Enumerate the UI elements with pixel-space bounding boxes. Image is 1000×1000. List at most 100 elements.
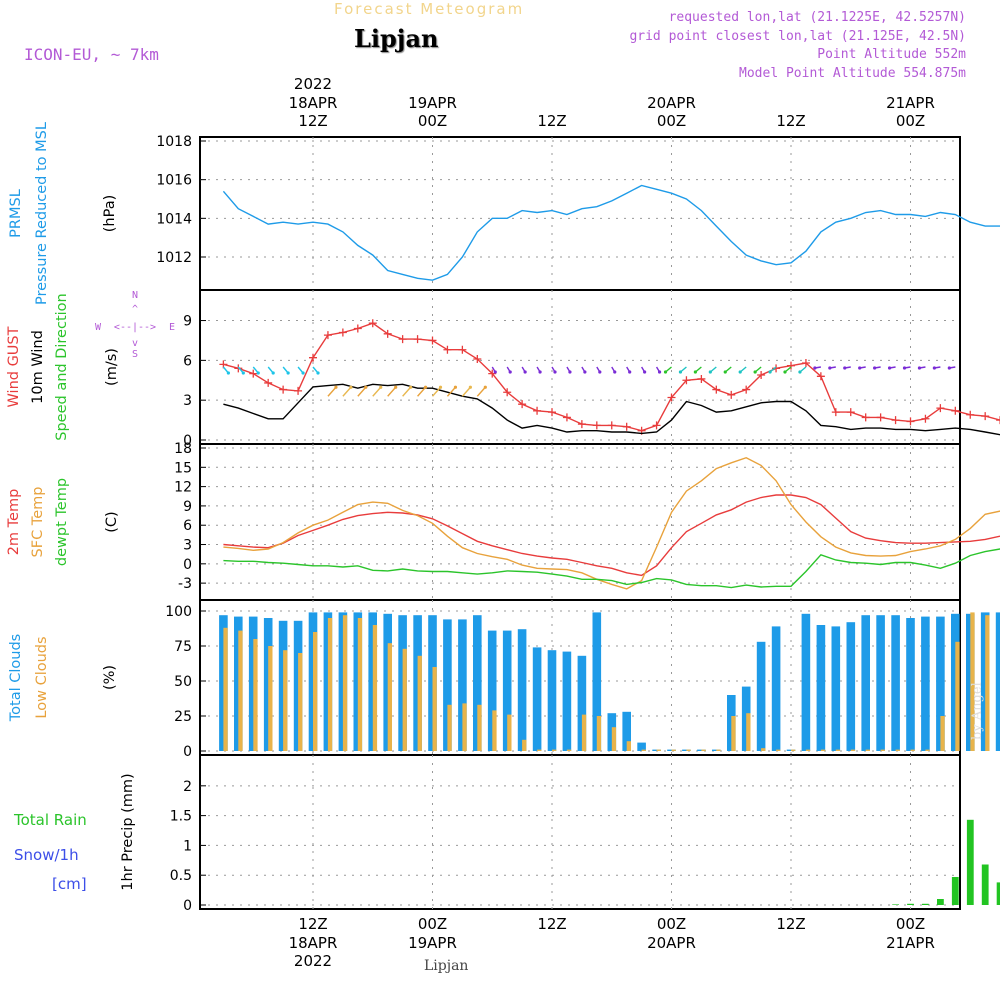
pressure-ytick-label: 1014 (156, 211, 192, 227)
gust-marker (787, 361, 795, 370)
wind-barb-head (379, 385, 383, 389)
clouds-bar (248, 616, 258, 751)
clouds-bar (357, 618, 363, 751)
clouds-bar (368, 612, 377, 751)
wind-ytick-label: 3 (183, 393, 192, 409)
clouds-bar (293, 620, 303, 751)
time-label: 12Z (776, 915, 806, 933)
gust-marker (757, 370, 766, 379)
time-label: 21APR (886, 933, 935, 952)
wind-barb-head (738, 370, 742, 374)
info-grid-point: grid point closest lon,lat (21.125E, 42.… (629, 28, 966, 44)
temperature-ylabel: (C) (104, 511, 120, 532)
precip-legend-label: Total Rain (13, 811, 87, 829)
gust-marker (697, 374, 706, 383)
wind-barb-head (768, 370, 772, 374)
gust-marker (518, 400, 527, 409)
clouds-bar (462, 703, 467, 751)
pressure-ylabel: (hPa) (102, 195, 118, 232)
clouds-ylabel: Low Clouds (34, 636, 50, 718)
clouds-bar (532, 647, 542, 751)
wind-barb-head (887, 366, 892, 370)
gust-marker (458, 345, 467, 354)
clouds-bar (278, 620, 288, 751)
precip-bar (966, 819, 974, 905)
clouds-bar (776, 749, 781, 751)
clouds-bar (566, 749, 572, 751)
temperature-series-line (223, 494, 1000, 577)
footer-location: Lipjan (424, 958, 469, 974)
clouds-bar (936, 616, 945, 751)
precip-bar (892, 904, 899, 905)
clouds-bar (387, 643, 392, 751)
gust-marker (996, 416, 1000, 425)
time-label: 00Z (895, 112, 926, 130)
temperature-ytick-label: -3 (178, 576, 192, 592)
clouds-ytick-label: 25 (174, 709, 192, 725)
precip-ytick-label: 0.5 (170, 868, 192, 884)
gust-marker (966, 410, 975, 419)
wind-barb-head (334, 385, 338, 389)
clouds-bar (458, 619, 467, 751)
wind-barb-head (628, 370, 632, 374)
wind-barb-head (241, 371, 245, 375)
wind-barb-head (468, 385, 472, 389)
wind-series-line (223, 322, 1000, 432)
gust-marker (921, 414, 930, 423)
wind-barb-head (813, 366, 817, 370)
gust-marker (443, 345, 452, 354)
clouds-bar (861, 615, 870, 751)
gust-marker (533, 406, 542, 415)
wind-barb-head (226, 371, 230, 375)
temperature-ytick-label: 18 (174, 441, 192, 457)
clouds-bar (517, 629, 527, 751)
clouds-bar (820, 749, 826, 751)
clouds-bar (801, 613, 811, 751)
gust-marker (727, 390, 736, 399)
wind-ylabel: (m/s) (104, 348, 120, 386)
wind-barb-head (902, 366, 907, 370)
gust-marker (383, 329, 392, 338)
gust-marker (801, 359, 810, 368)
wind-barb-head (798, 370, 802, 374)
clouds-bar (596, 716, 602, 751)
gust-marker (323, 331, 332, 340)
clouds-bar (562, 651, 572, 751)
precip-frame (199, 754, 961, 910)
wind-barb-head (663, 370, 668, 374)
gust-marker (562, 413, 571, 422)
wind-barb (342, 386, 352, 397)
precip-legend-label: [cm] (52, 875, 87, 893)
time-label: 21APR (886, 93, 935, 112)
wind-barb (431, 386, 442, 397)
model-label: ICON-EU, ~ 7km (24, 45, 159, 64)
time-label: 00Z (656, 915, 687, 933)
gust-marker (816, 372, 825, 381)
wind-barb-head (723, 370, 727, 374)
gust-marker (398, 335, 407, 344)
wind-barb (357, 386, 367, 397)
time-label: 12Z (537, 915, 567, 933)
clouds-bar (805, 749, 811, 751)
info-model-altitude: Model Point Altitude 554.875m (739, 65, 966, 81)
gust-marker (652, 421, 661, 430)
clouds-bar (955, 641, 960, 751)
time-label: 12Z (537, 112, 567, 130)
pressure-ylabel: Pressure Reduced to MSL (34, 122, 50, 305)
clouds-bar (477, 704, 482, 751)
clouds-bar (298, 653, 303, 751)
clouds-bar (891, 615, 900, 751)
gust-marker (981, 412, 990, 421)
wind-barb-head (947, 366, 951, 370)
clouds-bar (432, 667, 437, 751)
compass-s: S (132, 349, 138, 360)
wind-barb-head (349, 385, 353, 389)
wind-barb-head (568, 370, 572, 374)
gust-marker (279, 385, 288, 394)
compass-w: W (95, 322, 102, 333)
gust-marker (906, 417, 915, 426)
clouds-bar (611, 727, 617, 751)
gust-marker (667, 393, 676, 402)
wind-barb-head (394, 385, 398, 389)
wind-barb-head (438, 385, 443, 389)
